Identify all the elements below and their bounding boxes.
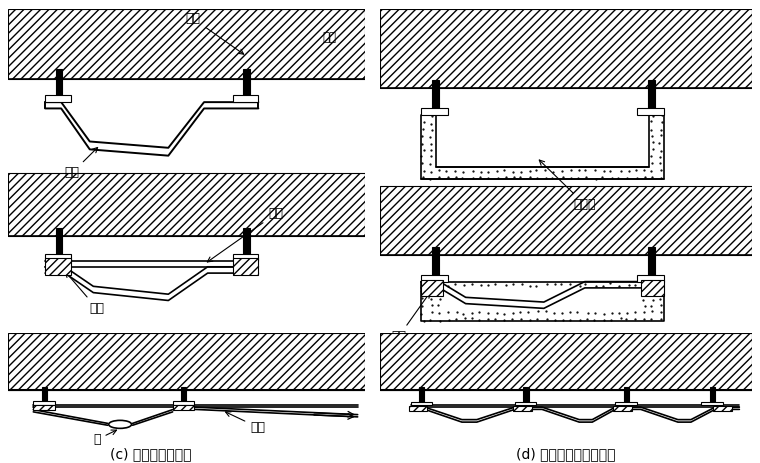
Bar xyxy=(233,258,258,275)
Bar xyxy=(173,401,194,405)
Bar xyxy=(55,69,62,97)
Text: (b) 使用隔热材: (b) 使用隔热材 xyxy=(534,339,599,353)
Bar xyxy=(513,407,531,411)
Bar xyxy=(243,228,250,257)
Bar xyxy=(714,407,732,411)
Bar xyxy=(181,387,186,402)
Bar xyxy=(701,402,723,405)
Text: 管材: 管材 xyxy=(65,148,97,180)
Text: 夹具: 夹具 xyxy=(65,272,104,315)
Bar xyxy=(421,275,448,282)
Bar xyxy=(432,247,439,277)
Bar xyxy=(410,402,432,405)
Text: 管: 管 xyxy=(93,430,116,446)
Bar xyxy=(409,407,427,411)
Text: 夹具: 夹具 xyxy=(391,293,430,343)
Bar xyxy=(8,9,365,79)
Bar xyxy=(42,387,47,402)
Text: (a): (a) xyxy=(176,332,197,347)
Bar xyxy=(432,80,439,110)
Bar xyxy=(45,254,71,261)
Bar xyxy=(45,95,71,102)
Bar xyxy=(524,387,529,402)
Bar xyxy=(648,80,655,110)
Bar xyxy=(33,401,55,405)
Bar xyxy=(33,405,55,410)
Bar xyxy=(421,108,448,115)
Text: 锁栓: 锁栓 xyxy=(186,12,244,54)
Bar xyxy=(641,280,663,296)
Text: (c) 管内可能清扫者: (c) 管内可能清扫者 xyxy=(109,448,192,462)
Text: 隔热材: 隔热材 xyxy=(540,160,596,211)
Bar xyxy=(515,402,537,405)
Bar xyxy=(380,186,752,255)
Bar xyxy=(45,258,71,275)
Circle shape xyxy=(109,420,131,428)
Text: 衬砂: 衬砂 xyxy=(322,31,336,44)
Bar xyxy=(637,275,663,282)
Bar xyxy=(616,402,637,405)
Bar xyxy=(380,333,752,389)
Bar xyxy=(710,387,715,402)
Bar xyxy=(613,407,632,411)
Bar xyxy=(233,254,258,261)
Bar xyxy=(8,333,365,389)
Text: 槎材: 槎材 xyxy=(226,412,265,434)
Bar xyxy=(173,405,194,410)
Text: 板材: 板材 xyxy=(207,207,283,262)
Bar xyxy=(419,387,424,402)
Bar xyxy=(421,280,443,296)
Bar xyxy=(380,9,752,88)
Bar xyxy=(8,173,365,236)
Bar xyxy=(55,228,62,257)
Bar xyxy=(637,108,663,115)
Text: (d) 管井列呈面状导水者: (d) 管井列呈面状导水者 xyxy=(517,448,616,462)
Bar xyxy=(233,95,258,102)
Bar xyxy=(624,387,629,402)
Bar xyxy=(648,247,655,277)
Bar xyxy=(243,69,250,97)
